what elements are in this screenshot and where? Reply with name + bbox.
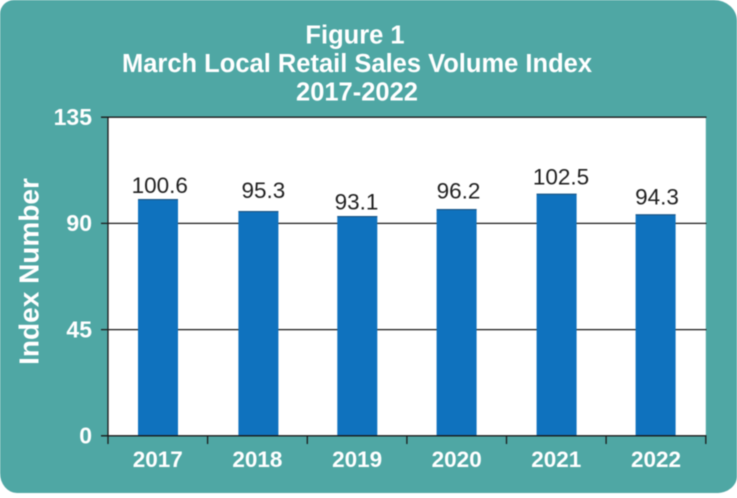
svg-text:Index Number: Index Number [14,178,45,365]
svg-text:96.2: 96.2 [437,179,481,204]
svg-text:90: 90 [66,210,92,236]
svg-text:135: 135 [54,104,93,130]
svg-text:45: 45 [66,316,92,342]
svg-text:100.6: 100.6 [132,173,188,198]
svg-text:2020: 2020 [432,447,482,472]
svg-text:102.5: 102.5 [533,165,589,190]
svg-text:2022: 2022 [631,447,681,472]
svg-text:2017: 2017 [133,447,183,472]
svg-text:94.3: 94.3 [635,185,679,210]
svg-text:2017-2022: 2017-2022 [296,79,418,107]
svg-text:0: 0 [79,423,92,449]
svg-text:2021: 2021 [531,447,581,472]
svg-text:95.3: 95.3 [242,178,286,203]
svg-text:Figure 1: Figure 1 [305,21,404,49]
svg-text:2019: 2019 [332,447,382,472]
svg-text:March Local Retail Sales Volum: March Local Retail Sales Volume Index [122,50,592,78]
svg-text:93.1: 93.1 [335,189,379,214]
svg-text:2018: 2018 [232,447,282,472]
